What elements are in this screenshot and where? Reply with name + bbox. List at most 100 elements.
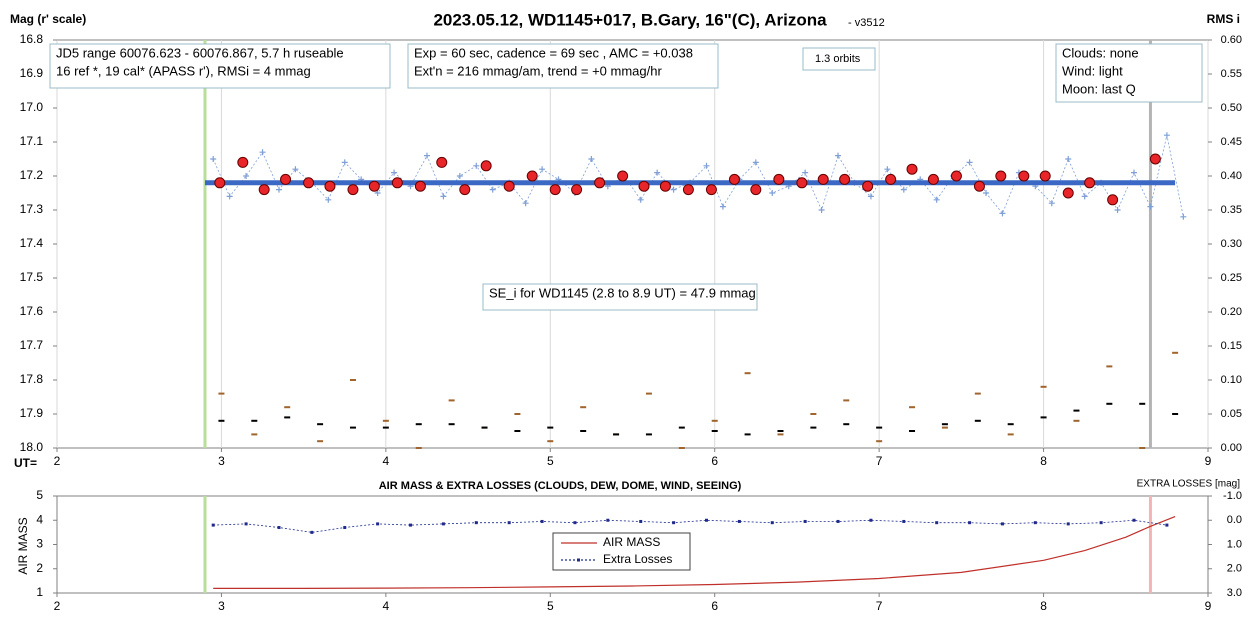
binned-point <box>728 173 740 185</box>
binned-point <box>617 170 629 182</box>
chart-subtitle: - v3512 <box>848 17 885 29</box>
cross-point <box>966 159 973 166</box>
y2-tick-label: 0.00 <box>1221 442 1242 454</box>
rms-point <box>843 423 850 426</box>
y2-tick-label: 0.55 <box>1221 68 1242 80</box>
rms-point <box>218 392 225 395</box>
rms-point <box>1139 402 1146 405</box>
loss-point <box>1132 518 1136 522</box>
rms-point <box>711 419 718 422</box>
rms-point <box>317 423 324 426</box>
y-tick-label: 2 <box>36 561 43 575</box>
x-tick-label: 9 <box>1205 454 1212 468</box>
loss-point <box>277 526 281 530</box>
loss-point <box>672 521 676 525</box>
loss-point <box>211 523 215 527</box>
binned-point <box>414 180 426 192</box>
cross-point <box>999 210 1006 217</box>
rms-point <box>1040 416 1047 419</box>
loss-point <box>507 521 511 525</box>
cross-point <box>341 159 348 166</box>
rms-point <box>744 372 751 375</box>
binned-point <box>1039 170 1051 182</box>
rms-point <box>810 413 817 415</box>
y-tick-label: 17.2 <box>20 168 44 182</box>
cross-point <box>1081 193 1088 200</box>
rms-point <box>547 440 554 443</box>
annotation-box <box>49 43 391 89</box>
y-tick-label: 17.6 <box>20 304 44 318</box>
rms-point <box>744 433 751 436</box>
binned-point <box>906 163 918 175</box>
y2-tick-label: 0.45 <box>1221 136 1242 148</box>
rms-point <box>382 419 389 422</box>
rms-point <box>777 433 784 436</box>
annotation: SE_i for WD1145 (2.8 to 8.9 UT) = 47.9 m… <box>489 285 756 300</box>
loss-point <box>1033 521 1037 525</box>
annotation-box <box>482 283 758 311</box>
loss-point <box>376 522 380 526</box>
rms-point <box>1172 413 1179 415</box>
cross-point <box>325 196 332 203</box>
y2-tick-label: 0.30 <box>1221 238 1242 250</box>
y2-tick-label: 0.05 <box>1221 408 1242 420</box>
y-tick-label: 18.0 <box>20 440 44 454</box>
y-axis-label: Mag (r' scale) <box>10 12 86 26</box>
binned-point <box>526 170 538 182</box>
rms-point <box>613 433 620 436</box>
rms-point <box>941 426 948 429</box>
rms-point <box>547 426 554 429</box>
rms-point <box>876 426 883 429</box>
x-tick-label: 5 <box>547 599 554 613</box>
cross-point <box>1163 132 1170 139</box>
loss-point <box>606 518 610 522</box>
binned-point <box>214 177 226 189</box>
annotation: Clouds: none <box>1062 45 1139 60</box>
loss-point <box>1165 523 1169 527</box>
cross-point <box>275 186 282 193</box>
cross-point <box>456 173 463 179</box>
rms-point <box>580 406 587 409</box>
y2-tick-label: 0.25 <box>1221 272 1242 284</box>
loss-point <box>869 518 873 522</box>
binned-point <box>347 184 359 196</box>
rms-point <box>251 433 258 436</box>
cross-point <box>489 186 496 193</box>
rms-point <box>1106 365 1113 368</box>
x-tick-label: 6 <box>711 599 718 613</box>
cross-point <box>1048 200 1055 207</box>
cross-point <box>900 186 907 193</box>
rms-point <box>1139 447 1146 449</box>
legend-label: Extra Losses <box>603 552 672 566</box>
cross-point <box>210 156 217 162</box>
loss-point <box>902 519 906 523</box>
x-tick-label: 2 <box>54 599 61 613</box>
cross-point <box>719 203 726 210</box>
cross-point <box>226 193 233 200</box>
binned-point <box>594 177 606 189</box>
binned-point <box>1062 187 1074 199</box>
cross-point <box>588 156 595 162</box>
rms-point <box>481 426 488 429</box>
cross-point <box>1065 156 1072 162</box>
binned-point <box>1149 153 1161 165</box>
cross-point <box>423 152 430 159</box>
binned-point <box>503 180 515 192</box>
y2-tick-label: -1.0 <box>1223 490 1242 502</box>
rms-point <box>941 423 948 426</box>
rms-point <box>448 423 455 426</box>
binned-point <box>1084 177 1096 189</box>
y-tick-label: 17.9 <box>20 406 44 420</box>
rms-point <box>415 423 422 426</box>
cross-point <box>374 190 381 196</box>
rms-point <box>1007 423 1014 426</box>
rms-point <box>349 379 356 381</box>
binned-point <box>391 177 403 189</box>
x-tick-label: 8 <box>1040 599 1047 613</box>
y-tick-label: 1 <box>36 585 43 599</box>
y2-tick-label: 3.0 <box>1227 587 1242 599</box>
y-tick-label: 17.5 <box>20 270 44 284</box>
legend-swatch <box>577 558 580 562</box>
binned-point <box>659 180 671 192</box>
rms-point <box>876 440 883 443</box>
